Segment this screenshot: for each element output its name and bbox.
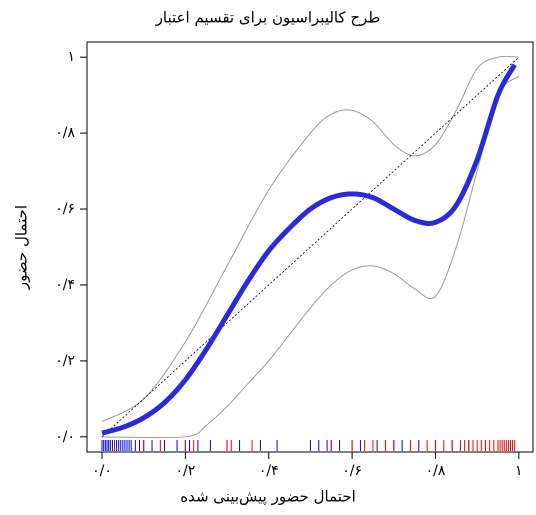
y-tick-label: ۰/۰ [55,429,75,445]
x-tick-label: ۰/۲ [175,463,195,479]
y-axis-label: احتمال حضور [13,205,31,290]
series-line [101,63,517,436]
x-tick-label: ۱ [515,463,523,479]
x-tick-label: ۰/۸ [426,463,446,479]
y-tick-label: ۰/۴ [55,277,75,293]
series-line [101,56,520,438]
x-tick-label: ۰/۰ [92,463,112,479]
plot-frame [86,41,534,453]
x-tick-label: ۰/۴ [259,463,279,479]
y-tick-label: ۰/۶ [55,201,75,217]
x-axis-label: احتمال حضور پیش‌بینی شده [180,488,356,507]
x-tick-label: ۰/۶ [342,463,362,479]
y-tick-label: ۰/۲ [55,353,75,369]
y-tick-label: ۰/۸ [55,125,75,141]
chart-title: طرح کالیبراسیون برای تقسیم اعتبار [155,9,381,27]
y-tick-label: ۱ [67,49,75,65]
series-line [101,55,519,423]
series-line [102,75,520,439]
